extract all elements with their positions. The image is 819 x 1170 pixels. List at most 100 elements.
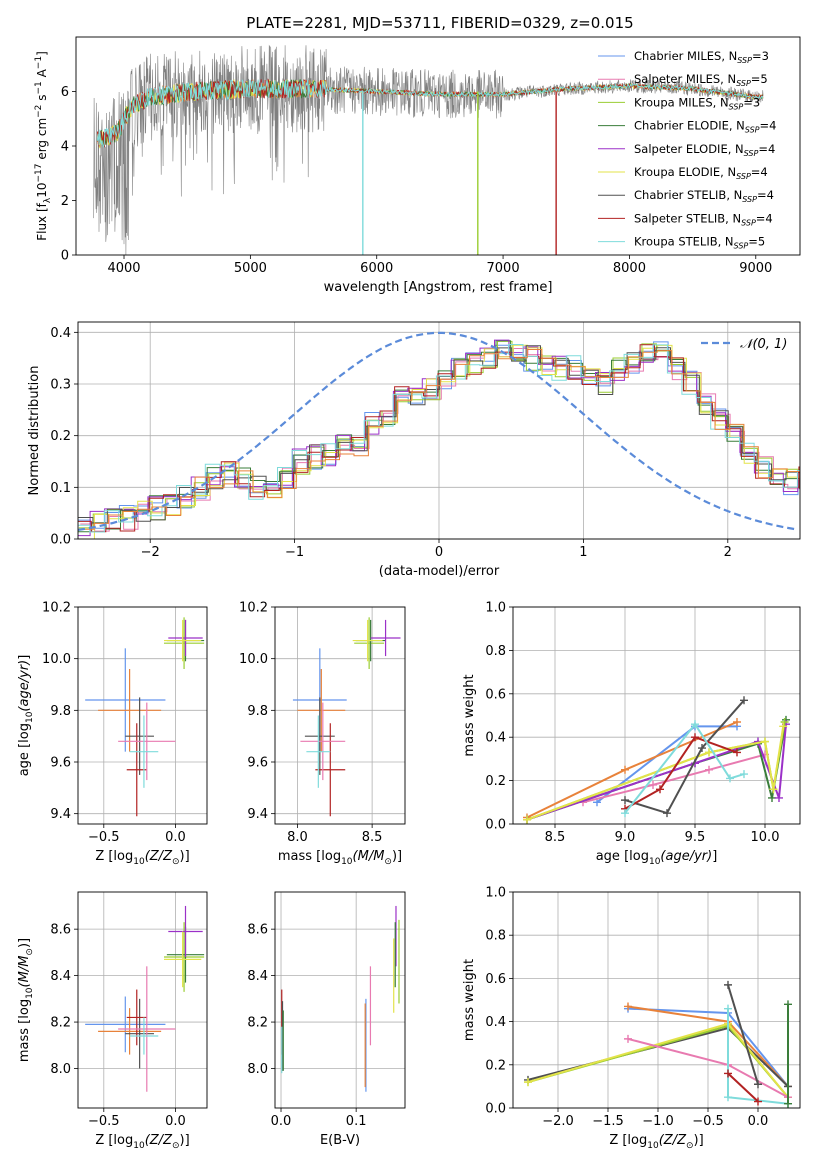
y-tick-label: 2 [61,194,69,209]
x-tick-label: 6000 [360,261,393,276]
x-tick-label: 0.0 [165,1114,186,1129]
error-bar-point [164,931,202,988]
mass-vs-metallicity-panel: −0.5 0.0 8.0 8.2 8.4 8.6 Z [log10(Z/Z⊙)] mass [… [17,891,208,1151]
x-tick-label: 9.0 [615,830,636,845]
x-tick-label: 10.0 [751,830,780,845]
error-bar-point [352,619,383,662]
y-axis-label: Normed distribution [27,366,42,496]
y-tick-label: 0.4 [485,1015,506,1030]
error-bar-point [168,905,203,958]
y-tick-label: 8.0 [247,1062,268,1077]
plus-marker [740,770,748,779]
x-tick-label: 8.5 [362,830,383,845]
plus-marker [523,815,531,824]
plot-area [281,905,400,1092]
y-tick-label: 10.0 [42,652,71,667]
error-bar-point [164,619,202,662]
x-tick-label: 0.0 [271,1114,292,1129]
y-tick-label: 8.4 [247,969,268,984]
plot-area [523,696,790,824]
x-tick-label: 9.5 [685,830,706,845]
y-tick-label: 0.4 [50,326,71,341]
x-tick-label: 0.1 [346,1114,367,1129]
spectrum-legend: Chabrier MILES, NSSP=3 Salpeter MILES, NS… [598,49,776,251]
plot-area [524,980,792,1108]
plus-marker [769,785,778,794]
error-bar-point [98,669,162,752]
y-tick-label: 9.6 [247,756,268,771]
axes-frame [274,606,406,825]
x-tick-label: 0.0 [748,1114,769,1129]
y-tick-label: 10.2 [42,601,71,616]
y-tick-label: 8.4 [50,969,71,984]
mass-vs-ebv-panel: 0.0 0.1 8.0 8.2 8.4 8.6 E(B-V) [247,891,406,1148]
plus-marker [740,696,748,705]
legend-entry: Salpeter STELIB, NSSP=4 [634,211,773,227]
plus-marker [784,1099,792,1108]
plus-marker [780,718,789,727]
x-tick-label: −1.0 [642,1114,674,1129]
legend-entry: Kroupa MILES, NSSP=3 [634,95,760,111]
error-bar-point [129,715,159,788]
legend-entry: Kroupa STELIB, NSSP=5 [634,235,765,251]
plus-marker [754,1097,762,1106]
plus-marker [705,765,713,774]
weight-series-line [624,699,745,815]
age-vs-mass-panel: 8.0 8.5 9.4 9.6 9.8 10.0 10.2 mass [log10(M/M⊙)… [239,601,406,867]
x-tick-label: 8.0 [287,830,308,845]
y-tick-label: 0.0 [485,1102,506,1117]
error-bar-point [164,617,205,669]
plus-marker [691,733,699,742]
histogram-series [78,341,800,529]
x-tick-label: 2 [724,545,732,560]
error-bar-point [370,619,401,657]
plot-area [93,44,764,255]
x-tick-label: −1.5 [592,1114,624,1129]
axes-frame [274,891,406,1109]
legend-entry: Salpeter MILES, NSSP=5 [634,72,768,88]
plus-marker [733,718,741,727]
y-tick-label: 9.6 [50,756,71,771]
normal-curve [78,331,798,531]
error-bar-point [164,922,205,992]
error-bar-point [85,996,166,1053]
spectrum-panel: 4000 5000 6000 7000 8000 9000 0 2 4 6 wavelength [… [34,36,801,295]
plus-marker [691,720,699,729]
x-tick-label: 9000 [739,261,772,276]
plus-marker [724,1069,732,1078]
x-axis-label: mass [log10(M/M⊙)] [278,849,402,867]
x-axis-label: E(B-V) [320,1133,360,1148]
y-tick-label: 0.8 [485,929,506,944]
y-tick-label: 0.6 [485,972,506,987]
plus-marker [726,774,734,783]
residual-histogram-panel: −2 −1 0 1 2 0.0 0.1 0.2 0.3 0.4 (data-model)/error… [27,321,801,579]
plus-marker [624,1034,632,1043]
figure-title: PLATE=2281, MJD=53711, FIBERID=0329, z=0… [246,14,633,32]
x-axis-label: age [log10(age/yr)] [596,849,718,867]
error-bar-point [168,619,203,657]
error-bar-point [125,998,154,1069]
plus-marker [724,1093,732,1102]
y-tick-label: 0.0 [50,533,71,548]
legend-entry: 𝒩(0, 1) [740,337,787,352]
x-axis-label: Z [log10(Z/Z⊙)] [609,1133,703,1151]
legend-entry: Kroupa ELODIE, NSSP=4 [634,165,768,181]
weight-series-line [526,726,785,821]
age-vs-metallicity-panel: −0.5 0.0 9.4 9.6 9.8 10.0 10.2 Z [log10(Z/Z⊙)] a… [17,601,208,867]
weight-series-line [727,1072,759,1103]
error-bar-point [125,697,154,775]
massweight-vs-metallicity-panel: −2.0 −1.5 −1.0 −0.5 0.0 0.0 0.2 0.4 0.6 0.8 1.0 Z [… [462,886,801,1151]
weight-series-line [624,735,738,810]
y-tick-label: 8.6 [50,923,71,938]
histogram-series [78,344,800,533]
weight-series-line [727,984,759,1085]
y-axis-label: Flux [fλ10−17 erg cm−2 s−1 A−1] [34,51,53,241]
plus-marker [624,1002,632,1011]
plot-area [85,905,205,1092]
axes-frame [77,321,801,540]
massweight-vs-age-panel: 8.5 9.0 9.5 10.0 0.0 0.2 0.4 0.6 0.8 1.0 age [log1… [462,601,801,867]
plot-area [85,617,205,817]
axes-frame [77,891,208,1109]
axes-frame [512,606,801,825]
y-tick-label: 0.3 [50,378,71,393]
